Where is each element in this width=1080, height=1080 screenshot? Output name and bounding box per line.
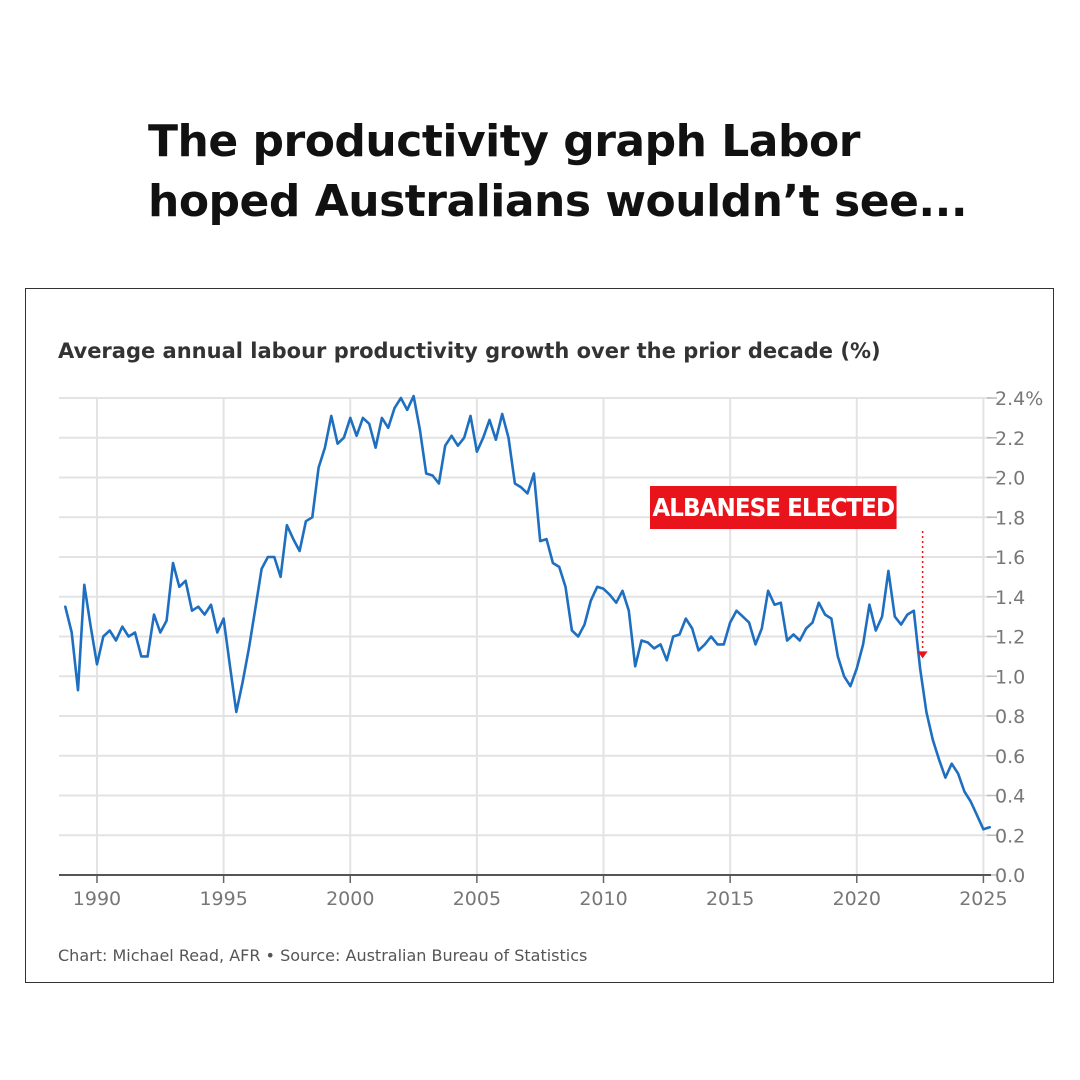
annotation-label: ALBANESE ELECTED [650,486,897,529]
x-tick-label: 1990 [73,888,121,910]
line-chart: 0.0 0.2 0.4 0.6 0.8 1.0 1.2 1.4 1.6 1.8 2.0 2.2 2.4%… [59,388,1043,910]
series-layer [63,394,992,831]
x-tick-label: 2000 [326,888,374,910]
chart-card: Average annual labour productivity growt… [25,288,1054,983]
y-tick-label: 1.6 [995,547,1025,569]
headline: The productivity graph Labor hoped Austr… [148,112,1008,232]
y-tick-label: 0.4 [995,786,1025,808]
x-tick-label: 2025 [959,888,1007,910]
y-tick-label: 0.2 [995,825,1025,847]
y-tick-label: 2.0 [995,468,1025,490]
annotation-arrowhead-icon [917,651,928,659]
y-tick-label: 1.0 [995,666,1025,688]
y-tick-label: 1.8 [995,507,1025,529]
gridlines [59,397,991,875]
y-tick-label: 0.0 [995,865,1025,887]
x-tick-label: 2020 [833,888,881,910]
x-tick-label: 2010 [579,888,627,910]
y-tick-label: 1.4 [995,587,1025,609]
y-tick-label: 1.2 [995,627,1025,649]
headline-line-1: The productivity graph Labor [148,116,860,167]
axes: 0.0 0.2 0.4 0.6 0.8 1.0 1.2 1.4 1.6 1.8 2.0 2.2 2.4%… [59,388,1043,910]
x-tick-label: 1995 [199,888,247,910]
x-tick-label: 2005 [453,888,501,910]
y-tick-label: 0.8 [995,706,1025,728]
series-line-0 [63,394,992,831]
x-tick-label: 2015 [706,888,754,910]
chart-source: Chart: Michael Read, AFR • Source: Austr… [58,946,588,965]
annotation-marker [917,531,928,659]
y-tick-label: 2.4% [995,388,1043,410]
y-tick-label: 2.2 [995,428,1025,450]
chart-title: Average annual labour productivity growt… [58,339,881,363]
headline-line-2: hoped Australians wouldn’t see... [148,176,968,227]
y-tick-label: 0.6 [995,746,1025,768]
